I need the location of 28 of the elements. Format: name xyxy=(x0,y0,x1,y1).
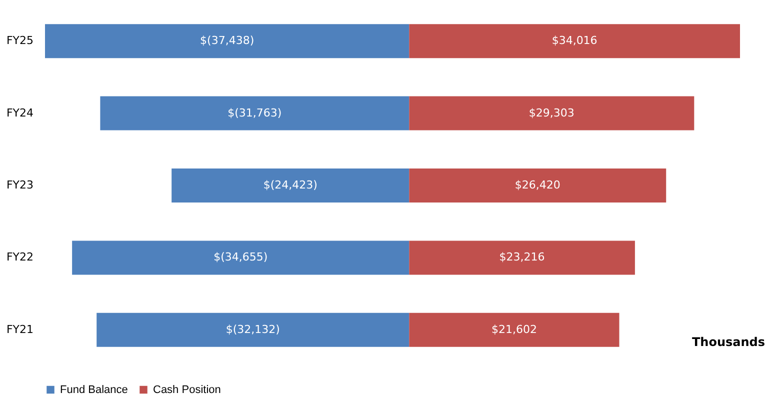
legend-label: Cash Position xyxy=(153,384,221,396)
data-label: $(37,438) xyxy=(200,34,254,48)
data-label: $29,303 xyxy=(528,106,574,120)
data-label: $34,016 xyxy=(552,34,598,48)
data-label: $(32,132) xyxy=(226,322,280,336)
bar xyxy=(409,312,620,347)
data-label: $23,216 xyxy=(499,250,545,264)
y-tick-label: FY23 xyxy=(6,178,34,192)
bar xyxy=(96,312,410,347)
bar xyxy=(100,96,410,130)
data-label: $(34,655) xyxy=(214,250,268,264)
data-label: $(24,423) xyxy=(263,178,318,192)
y-tick-label: FY21 xyxy=(6,322,34,336)
y-tick-label: FY25 xyxy=(6,34,34,48)
data-label: $21,602 xyxy=(491,322,537,336)
legend-label: Fund Balance xyxy=(60,384,128,396)
bar xyxy=(409,24,740,58)
annotation: Thousands xyxy=(692,335,765,349)
y-tick-label: FY24 xyxy=(6,106,34,120)
data-label: $26,420 xyxy=(514,178,560,192)
bar xyxy=(72,240,410,275)
bar xyxy=(409,168,666,202)
bar xyxy=(45,24,410,58)
bar xyxy=(409,240,635,275)
bar xyxy=(409,96,694,130)
data-label: $(31,763) xyxy=(228,106,282,120)
bar xyxy=(172,168,410,202)
y-tick-label: FY22 xyxy=(6,250,34,264)
